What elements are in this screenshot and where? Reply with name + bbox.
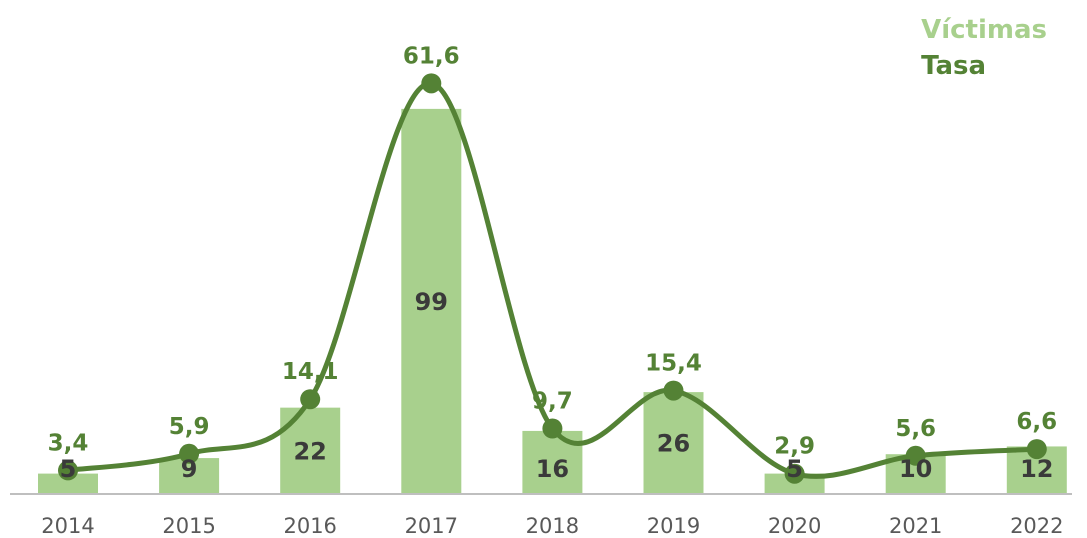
legend-victimas: Víctimas [921, 15, 1047, 45]
bar-label-2021: 10 [899, 455, 932, 483]
tasa-point-2016 [300, 389, 321, 410]
x-tick-2014: 2014 [41, 514, 94, 538]
bar-label-2015: 9 [181, 455, 198, 483]
x-tick-2022: 2022 [1010, 514, 1063, 538]
legend-tasa: Tasa [921, 51, 987, 81]
tasa-label-2020: 2,9 [774, 434, 815, 460]
tasa-label-2019: 15,4 [645, 351, 702, 377]
tasa-point-2020 [784, 463, 805, 484]
bar-label-2014: 5 [60, 455, 77, 483]
legend: Víctimas Tasa [921, 12, 1047, 84]
x-tick-2020: 2020 [768, 514, 821, 538]
x-tick-2019: 2019 [647, 514, 700, 538]
x-tick-2018: 2018 [526, 514, 579, 538]
bar-2014 [38, 473, 98, 493]
tasa-point-2022 [1026, 439, 1047, 460]
tasa-point-2021 [905, 445, 926, 466]
labels-group: 5 9 22 99 16 26 5 10 12 3,4 5,9 14,1 61,6 9,7 15,4 2,9 5… [41, 43, 1063, 538]
tasa-label-2021: 5,6 [895, 416, 936, 442]
bar-label-2019: 26 [657, 430, 690, 458]
bar-label-2016: 22 [293, 437, 326, 465]
x-tick-2016: 2016 [283, 514, 336, 538]
points-group [58, 73, 1047, 484]
tasa-label-2016: 14,1 [282, 359, 339, 385]
bar-label-2017: 99 [415, 288, 448, 316]
tasa-label-2015: 5,9 [169, 414, 210, 440]
x-tick-2015: 2015 [162, 514, 215, 538]
bar-2017 [401, 108, 462, 493]
tasa-point-2018 [542, 418, 563, 439]
bar-label-2022: 12 [1020, 455, 1053, 483]
tasa-point-2015 [179, 443, 200, 464]
tasa-label-2018: 9,7 [532, 388, 573, 414]
tasa-point-2019 [663, 380, 684, 401]
tasa-point-2014 [58, 460, 78, 481]
x-tick-2017: 2017 [405, 514, 458, 538]
bar-label-2018: 16 [536, 455, 569, 483]
tasa-point-2017 [421, 73, 442, 94]
tasa-label-2017: 61,6 [403, 43, 460, 69]
bar-2015 [159, 458, 220, 493]
x-tick-2021: 2021 [889, 514, 942, 538]
bars-group [38, 108, 1067, 493]
tasa-line [65, 80, 1040, 479]
tasa-label-2022: 6,6 [1016, 409, 1057, 435]
bar-2019 [643, 392, 704, 493]
tasa-label-2014: 3,4 [48, 430, 89, 456]
bar-label-2020: 5 [786, 455, 803, 483]
